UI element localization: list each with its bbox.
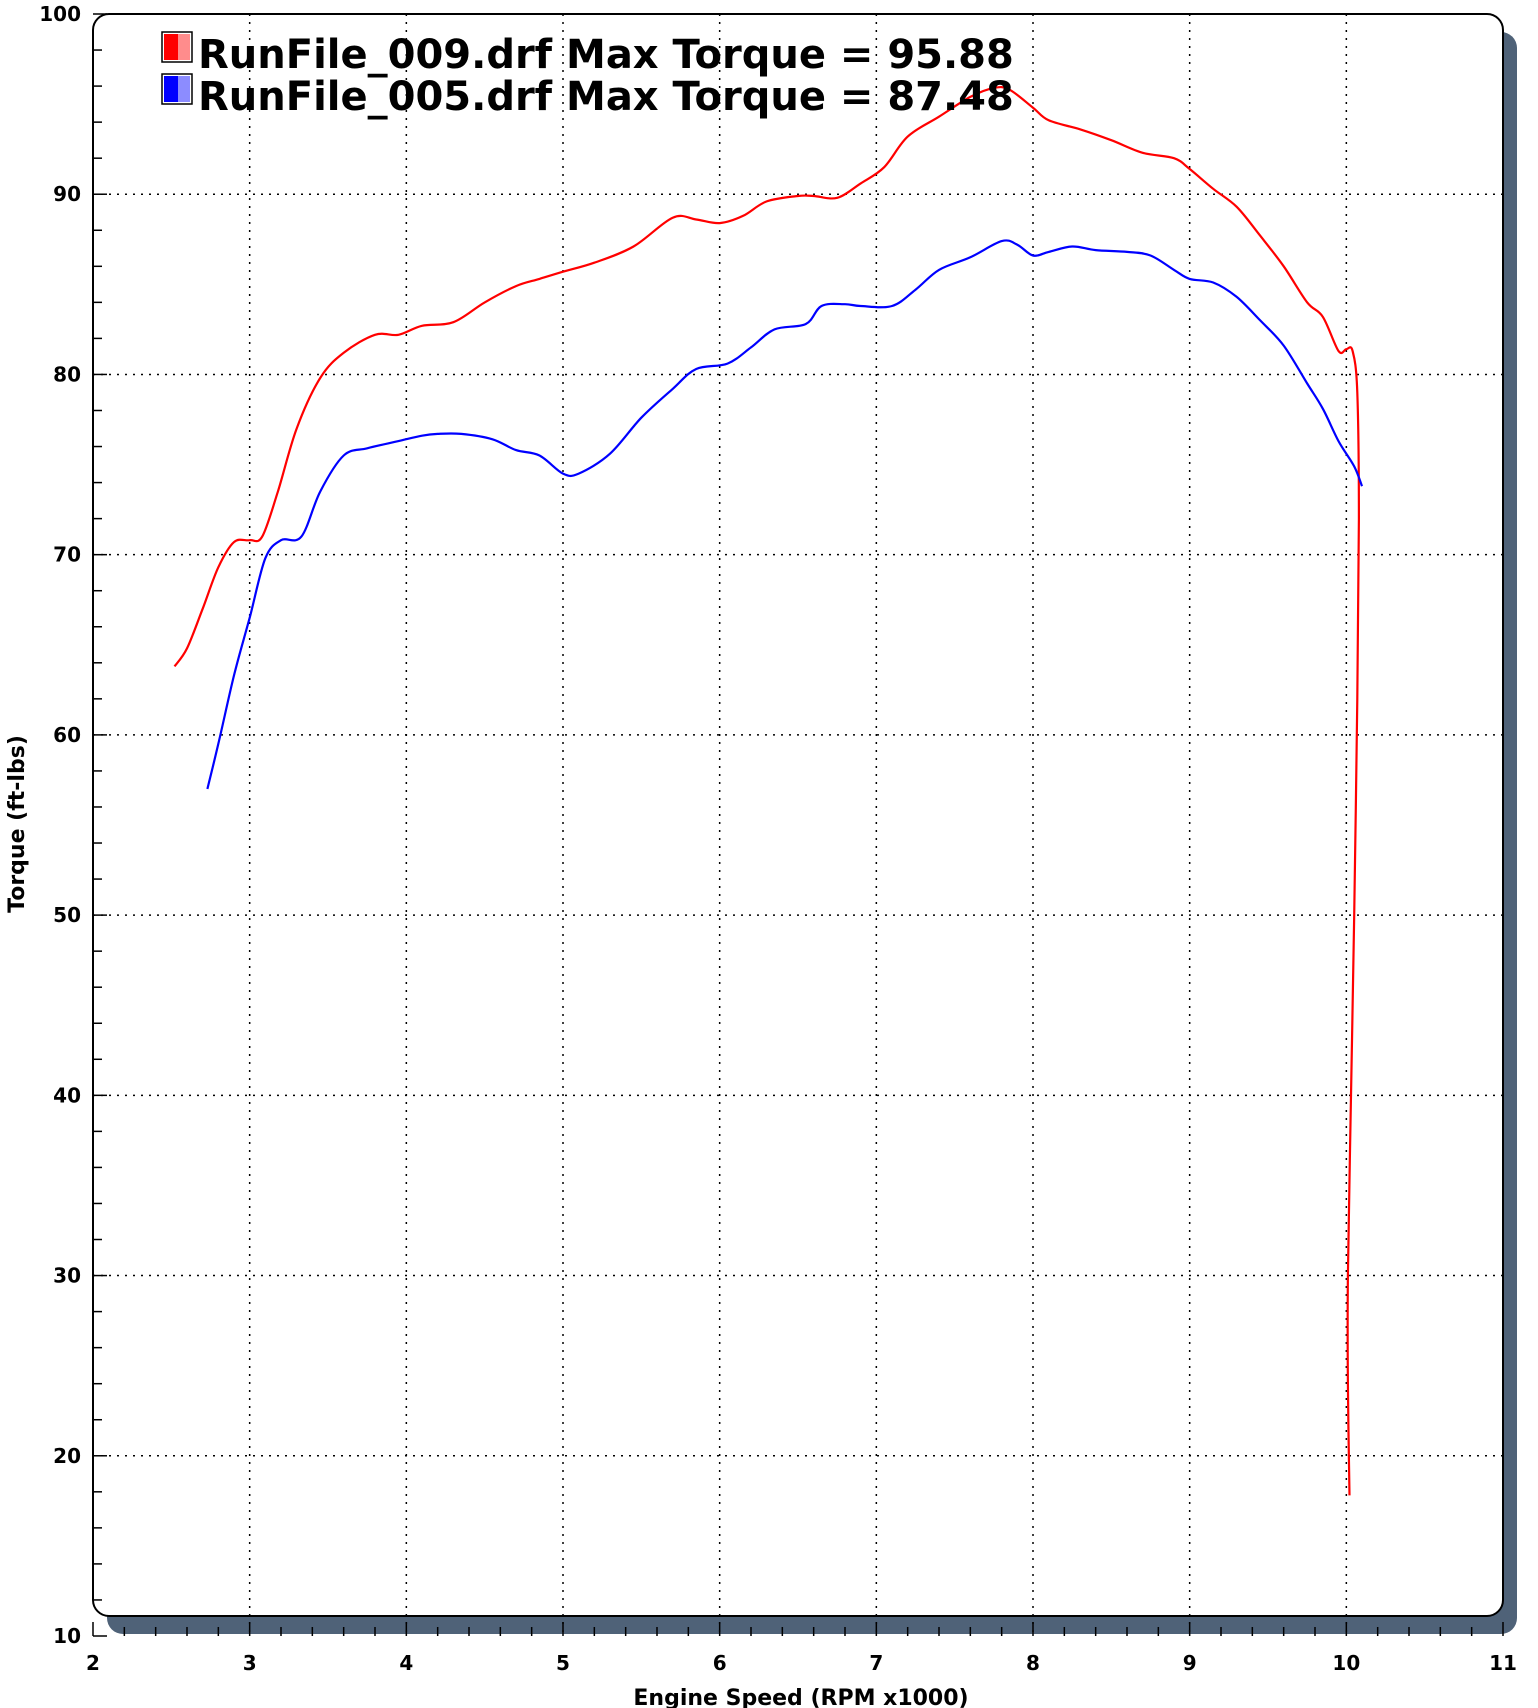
grid-lines [93, 14, 1503, 1636]
y-tick-label: 30 [53, 1264, 81, 1288]
series-line-runfile-009 [173, 85, 1360, 1496]
y-tick-label: 10 [53, 1624, 81, 1648]
legend-swatch [161, 31, 193, 63]
axis-ticks [92, 13, 1504, 1637]
y-tick-label: 50 [53, 903, 81, 927]
y-tick-label: 60 [53, 723, 81, 747]
x-tick-label: 2 [86, 1651, 100, 1675]
x-tick-label: 3 [243, 1651, 257, 1675]
x-tick-label: 11 [1489, 1651, 1517, 1675]
legend-swatch-light [178, 76, 190, 102]
legend-swatch-light [178, 34, 190, 60]
y-axis-title: Torque (ft-lbs) [5, 735, 30, 913]
y-tick-label: 90 [53, 182, 81, 206]
x-tick-label: 8 [1026, 1651, 1040, 1675]
y-tick-label: 80 [53, 362, 81, 386]
legend: RunFile_009.drf Max Torque = 95.88RunFil… [161, 31, 1014, 120]
x-tick-label: 7 [869, 1651, 883, 1675]
x-tick-label: 9 [1183, 1651, 1197, 1675]
x-tick-label: 6 [713, 1651, 727, 1675]
x-axis-title: Engine Speed (RPM x1000) [633, 1686, 968, 1708]
legend-label: RunFile_009.drf Max Torque = 95.88 [198, 32, 1014, 78]
y-tick-label: 40 [53, 1083, 81, 1107]
series-line-runfile-005 [206, 239, 1364, 790]
tick-labels: 2 3 4 5 6 7 8 9 10 11 10 20 30 40 50 60 70 80 90 100 [39, 2, 1517, 1675]
y-tick-label: 100 [39, 2, 81, 26]
x-tick-label: 5 [556, 1651, 570, 1675]
y-tick-label: 20 [53, 1444, 81, 1468]
x-tick-label: 10 [1332, 1651, 1360, 1675]
y-tick-label: 70 [53, 543, 81, 567]
legend-swatch-solid [164, 76, 178, 102]
legend-label: RunFile_005.drf Max Torque = 87.48 [198, 74, 1014, 120]
legend-swatch [161, 73, 193, 105]
x-tick-label: 4 [399, 1651, 413, 1675]
legend-swatch-solid [164, 34, 178, 60]
plot-frame [92, 13, 1504, 1617]
series-lines [173, 85, 1364, 1496]
